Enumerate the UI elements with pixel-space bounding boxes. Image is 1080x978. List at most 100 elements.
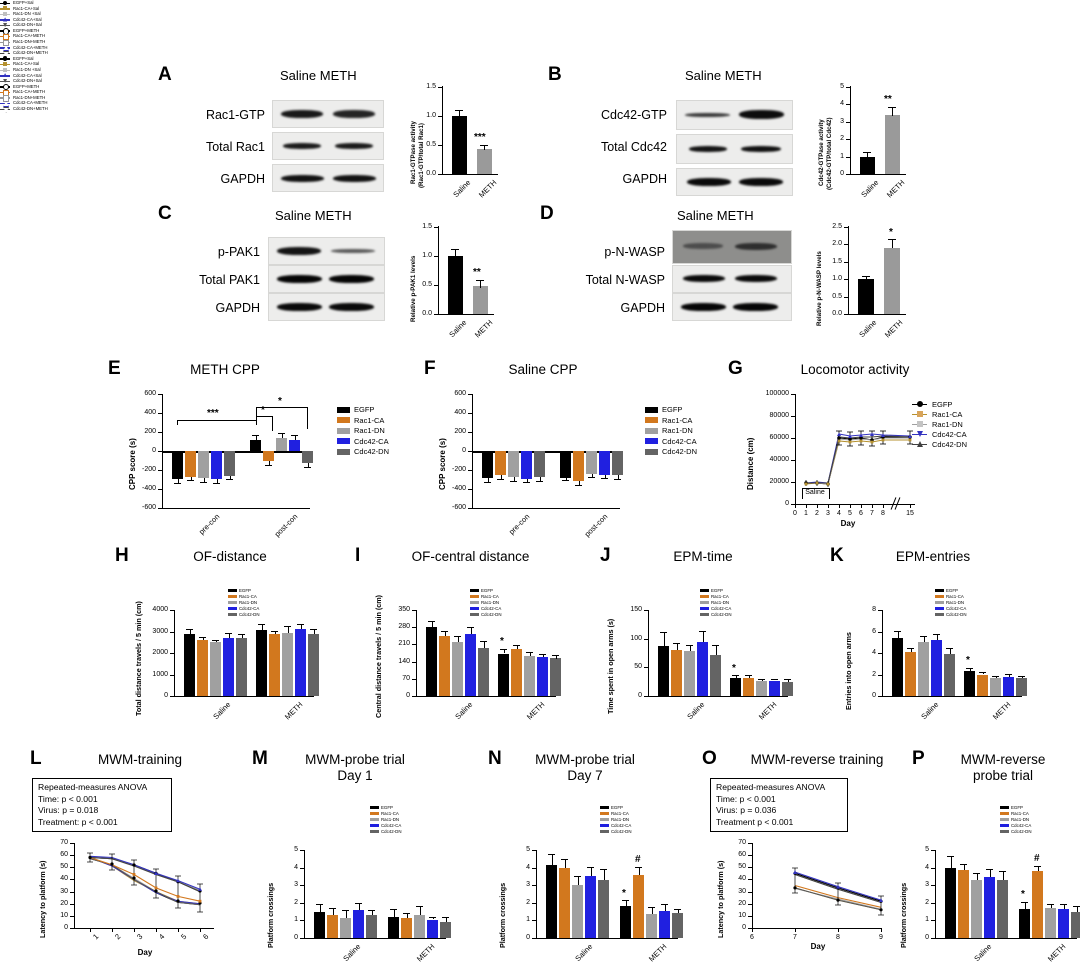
bar-cdc42ca-saline (223, 638, 234, 696)
panel-o-chart: Latency to platform (s) 70 60 50 40 30 2… (710, 838, 910, 968)
legend-label: Rac1-CA (711, 593, 729, 599)
tick-label: 350 (398, 606, 410, 613)
panel-p-subtitle: probe trial (972, 768, 1034, 783)
bar-meth (884, 247, 900, 314)
panel-i-letter: I (355, 545, 361, 566)
tick-label: 1.5 (422, 223, 432, 230)
legend-label: Rac1-CA (932, 410, 963, 419)
legend-label: EGFP (611, 805, 623, 810)
legend-swatch (337, 417, 350, 423)
legend-item: Rac1-DN+METH (0, 39, 1080, 46)
anova-time: Time: p < 0.001 (38, 793, 98, 804)
legend-marker (3, 67, 8, 72)
bar-rac1dn-saline (684, 651, 695, 696)
legend-label: EGFP+Sal (13, 0, 34, 5)
legend-swatch (1000, 823, 1009, 828)
panel-i-ylabel: Central distance travels / 5 min (cm) (374, 594, 383, 718)
tick-label: 60000 (769, 434, 789, 441)
x-tick-label: METH (282, 700, 305, 722)
legend-swatch (1000, 817, 1009, 822)
bar-meth (473, 286, 488, 314)
panel-o-series (792, 867, 884, 916)
legend-swatch (600, 811, 609, 816)
legend-swatch (337, 427, 350, 434)
tick-label: 6 (872, 627, 876, 635)
anova-treatment: Treatment p < 0.001 (716, 816, 794, 827)
tick-label: 400 (144, 409, 156, 416)
legend-swatch (600, 817, 609, 822)
legend-swatch (470, 606, 479, 611)
panel-c-blot-header: Saline METH (275, 208, 352, 223)
legend-item: Cdc42-CA+Sal (0, 17, 1080, 22)
legend-label: EGFP (946, 588, 958, 593)
panel-o-letter: O (702, 748, 717, 769)
panel-k-title: EPM-entries (895, 549, 971, 564)
x-tick-label: 6 (750, 934, 754, 941)
tick-label: 3 (294, 881, 298, 889)
legend-label: EGFP+METH (13, 83, 40, 89)
blot-row-label: Total N-WASP (585, 273, 665, 287)
legend-item: Cdc42-CA+METH (0, 100, 1080, 108)
legend-swatch (600, 806, 609, 810)
legend-swatch (370, 817, 379, 822)
panel-f-ylabel: CPP score (s) (438, 438, 447, 490)
bar-rac1dn-precon (198, 451, 209, 478)
tick-label: 30 (60, 887, 68, 895)
x-tick-label: pre-con (197, 512, 222, 537)
legend-marker (917, 441, 923, 447)
bar-saline (448, 256, 463, 314)
tick-label: -600 (141, 504, 156, 511)
tick-label: 100000 (765, 390, 789, 397)
tick-label: 40000 (769, 456, 789, 463)
legend-marker (917, 421, 923, 427)
bar-rac1ca-meth (269, 634, 280, 696)
legend-item: Cdc42-DN+METH (0, 105, 1080, 113)
tick-label: 3 (840, 117, 844, 125)
bar-cdc42dn-saline (710, 654, 721, 696)
legend-item: EGFP+Sal (0, 0, 1080, 5)
significance-marker: * (500, 636, 504, 647)
legend-marker (3, 61, 8, 67)
legend-item: Rac1-DN +Sal (0, 11, 1080, 16)
panel-n-ylabel: Platform crossings (498, 882, 507, 948)
tick-label: 70 (738, 839, 746, 846)
x-tick-label: METH (414, 942, 437, 964)
legend-label: Cdc42-CA (239, 605, 260, 611)
bar-cdc42ca-saline (931, 640, 942, 696)
panel-a-chart: Rac1-GTPase activity (Rac1-GTP/total Rac… (404, 82, 504, 199)
tick-label: 0 (742, 924, 746, 931)
tick-label: 200 (454, 428, 466, 435)
panel-b-blot-header: Saline METH (685, 68, 762, 83)
bar-rac1ca-saline (327, 915, 338, 938)
legend-item: Rac1-DN +Sal (0, 67, 1080, 72)
panel-m-ylabel: Platform crossings (266, 882, 275, 948)
tick-label: 70 (60, 839, 68, 846)
legend-item: Cdc42-DN+Sal (0, 22, 1080, 27)
legend-label: Rac1-DN +Sal (13, 11, 41, 17)
legend-marker (3, 17, 8, 22)
tick-label: 1 (294, 916, 298, 924)
panel-n-letter: N (488, 748, 502, 769)
tick-label: 20 (60, 899, 68, 907)
tick-label: 4000 (152, 606, 168, 613)
panel-f-letter: F (424, 358, 436, 379)
legend-swatch (470, 589, 479, 593)
bar-cdc42dn-saline (478, 647, 489, 696)
significance-marker: ** (884, 94, 892, 105)
panel-a-ylabel-2: (Rac1-GTP/total Rac1) (418, 123, 425, 188)
significance-marker: * (278, 396, 282, 407)
tick-label: 1.0 (426, 112, 436, 119)
bar-egfp-precon (482, 451, 493, 478)
legend-swatch (370, 823, 379, 828)
legend-label: EGFP+METH (13, 27, 40, 33)
panel-l-series (87, 852, 203, 913)
tick-label: -400 (141, 485, 156, 492)
legend-label: Cdc42-CA (711, 605, 732, 611)
legend-label: Cdc42-DN+METH (13, 105, 48, 111)
bar-rac1ca-saline (439, 635, 450, 696)
legend-label: Cdc42-CA (481, 605, 502, 611)
legend-label: EGFP (1011, 805, 1023, 810)
tick-label: 5 (526, 846, 530, 853)
tick-label: 0.5 (422, 281, 432, 288)
panel-h-ylabel: Total distance travels / 5 min (cm) (134, 601, 143, 716)
